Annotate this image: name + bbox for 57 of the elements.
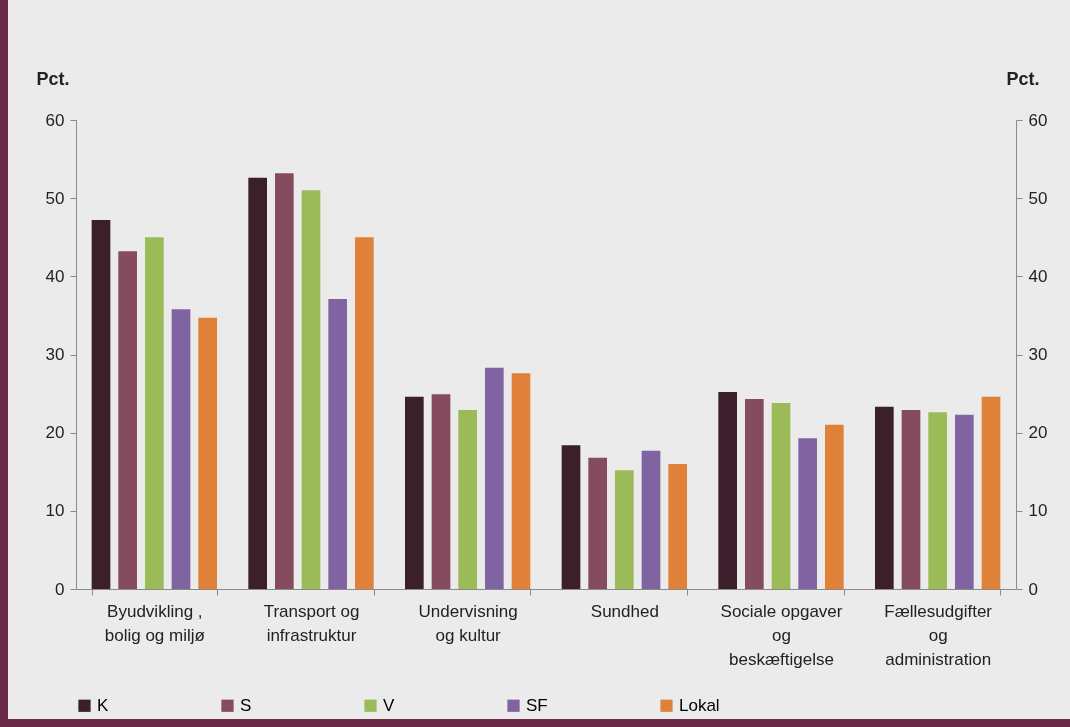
- y2-tick-label: 0: [1028, 579, 1038, 599]
- bar: [561, 445, 581, 589]
- bar: [198, 317, 217, 589]
- bar: [145, 237, 164, 589]
- y-tick-label: 0: [55, 579, 65, 599]
- y-tick-label: 40: [45, 266, 65, 286]
- bar: [615, 470, 634, 589]
- y-tick-label: 10: [45, 501, 65, 521]
- y2-tick-label: 10: [1028, 501, 1048, 521]
- bar: [328, 299, 347, 589]
- bar: [928, 412, 947, 589]
- y2-tick-label: 50: [1028, 188, 1048, 208]
- x-tick-label: Sundhed: [590, 601, 659, 621]
- bar: [275, 173, 294, 589]
- bar: [118, 251, 137, 589]
- bar: [355, 237, 374, 589]
- x-tick-label: Transport og infrastruktur: [263, 601, 360, 645]
- x-tick-label: Byudvikling , bolig og miljø: [104, 601, 205, 645]
- y-axis-title: Pct.: [36, 68, 70, 89]
- y-tick-label: 20: [45, 423, 65, 443]
- bar: [511, 373, 531, 589]
- y-tick-label: 50: [45, 188, 65, 208]
- bar: [745, 399, 764, 589]
- y2-tick-label: 30: [1028, 345, 1048, 364]
- bar: [248, 177, 267, 589]
- bar: [798, 438, 817, 589]
- bar: [91, 220, 111, 589]
- legend-label: K: [97, 695, 109, 715]
- bar: [825, 424, 844, 589]
- bar: [301, 190, 321, 589]
- bar: [875, 406, 894, 589]
- x-tick-label: Undervisning og kultur: [418, 601, 518, 645]
- y2-tick-label: 60: [1028, 110, 1048, 130]
- bar: [485, 367, 504, 589]
- y2-tick-label: 20: [1028, 423, 1048, 443]
- bar: [771, 402, 791, 589]
- x-tick-label: Sociale opgaver og beskæftigelse: [720, 601, 843, 669]
- bar: [668, 463, 687, 589]
- bar: [981, 396, 1001, 589]
- bar: [718, 392, 737, 589]
- legend-label: V: [383, 695, 395, 715]
- bar: [171, 309, 191, 589]
- bar: [901, 410, 921, 589]
- bar: [405, 396, 424, 589]
- x-tick-label: Fællesudgifter og administration: [884, 601, 993, 669]
- legend-label: SF: [526, 695, 548, 715]
- bar: [431, 394, 451, 589]
- legend-label: S: [240, 695, 252, 715]
- y-tick-label: 60: [45, 110, 65, 130]
- y2-tick-label: 40: [1028, 266, 1048, 286]
- bar: [588, 457, 607, 589]
- y-tick-label: 30: [45, 345, 65, 364]
- y2-axis-title: Pct.: [1006, 68, 1040, 89]
- bar: [641, 450, 661, 589]
- bar: [955, 414, 974, 589]
- legend-label: Lokal: [679, 695, 720, 715]
- bar: [458, 410, 477, 589]
